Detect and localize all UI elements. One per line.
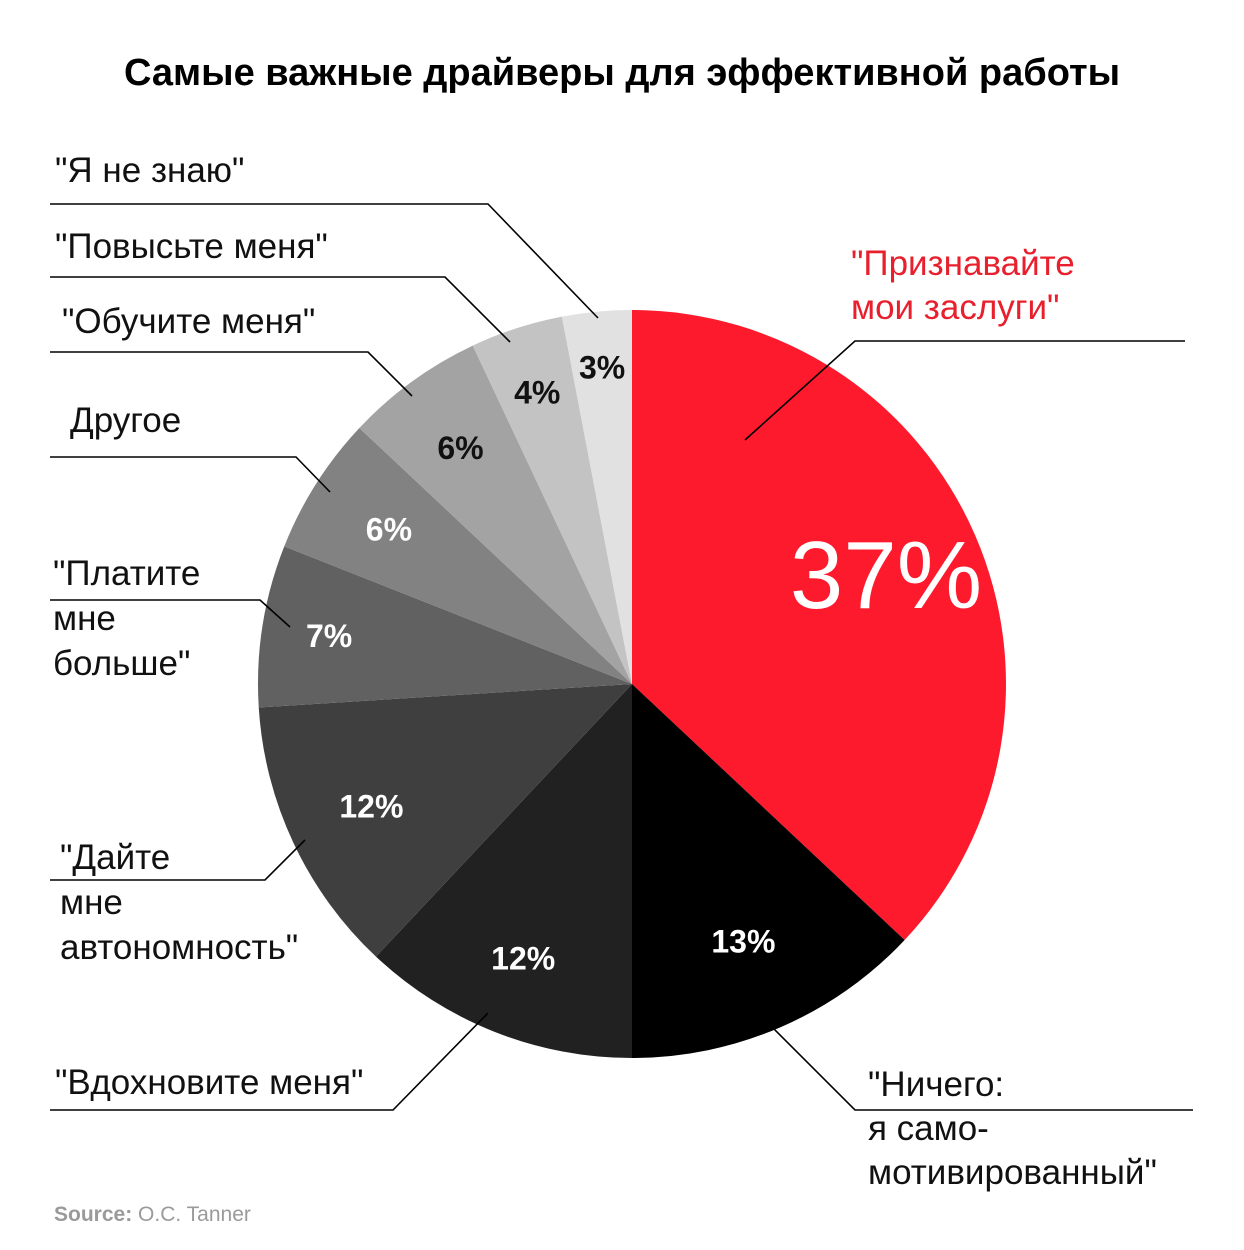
leader-line-8 (50, 276, 511, 343)
category-label-line: "Признавайте (851, 244, 1075, 283)
leader-line-6 (50, 456, 331, 493)
category-label-4: "Дайте мне автономность" (60, 838, 298, 967)
category-label-8: "Повысьте меня" (55, 227, 328, 266)
category-label-line: мои заслуги" (851, 288, 1059, 327)
category-label-line: "Обучите меня" (62, 302, 315, 341)
percent-label-3: 12% (491, 941, 555, 977)
category-label-5: "Платите мне больше" (53, 554, 200, 683)
pie-slice-4 (258, 684, 632, 957)
category-label-line: мне (53, 599, 116, 638)
category-label-line: мотивированный" (868, 1153, 1157, 1192)
category-label-3: "Вдохновите меня" (55, 1063, 363, 1102)
category-label-2: "Ничего: я само-мотивированный" (868, 1065, 1157, 1192)
source-text: O.C. Tanner (138, 1203, 251, 1226)
leader-lines (50, 203, 1193, 1111)
percent-label-4: 12% (339, 789, 403, 825)
category-label-line: "Платите (53, 554, 200, 593)
leader-line-5 (50, 599, 291, 628)
category-label-line: мне (60, 883, 123, 922)
category-label-line: "Дайте (60, 838, 170, 877)
leader-line-9 (50, 203, 599, 319)
category-label-line: я само- (868, 1109, 989, 1148)
category-label-7: "Обучите меня" (62, 302, 315, 341)
pie-slice-5 (258, 546, 632, 708)
category-label-line: Другое (70, 401, 181, 440)
leader-line-7 (50, 351, 413, 397)
source-note: Source: O.C. Tanner (54, 1203, 251, 1227)
pie-slice-9 (561, 310, 632, 684)
category-label-line: автономность" (60, 928, 298, 967)
category-label-1: "Признавайте мои заслуги" (851, 244, 1075, 327)
percent-labels: 37% 13% 12% 12% 7% 6% 6% 4% 3% (306, 350, 982, 977)
percent-label-7: 6% (437, 430, 483, 466)
leader-line-4 (50, 839, 306, 881)
percent-label-1: 37% (790, 522, 982, 629)
category-label-line: "Я не знаю" (55, 151, 244, 190)
percent-label-6: 6% (366, 512, 412, 548)
leader-line-1 (744, 340, 1185, 441)
percent-label-8: 4% (514, 374, 560, 410)
pie-slices (258, 310, 1006, 1058)
category-label-6: Другое (70, 401, 181, 440)
pie-slice-7 (359, 345, 632, 684)
category-labels: "Признавайте мои заслуги" "Ничего: я само-м… (53, 151, 1157, 1192)
category-label-line: "Повысьте меня" (55, 227, 328, 266)
percent-label-5: 7% (306, 618, 352, 654)
percent-label-9: 3% (579, 350, 625, 386)
pie-slice-6 (284, 427, 632, 684)
pie-slice-3 (375, 684, 632, 1058)
source-label: Source: (54, 1203, 133, 1226)
leader-line-2 (757, 1012, 1193, 1111)
category-label-line: "Ничего: (868, 1065, 1004, 1104)
pie-slice-8 (472, 316, 632, 684)
pie-slice-1 (632, 310, 1006, 941)
category-label-line: "Вдохновите меня" (55, 1063, 363, 1102)
percent-label-2: 13% (711, 923, 775, 959)
chart-title: Самые важные драйверы для эффективной ра… (123, 52, 1121, 94)
category-label-9: "Я не знаю" (55, 151, 244, 190)
category-label-line: больше" (53, 644, 190, 683)
pie-slice-2 (632, 684, 905, 1058)
leader-line-3 (50, 1012, 489, 1111)
